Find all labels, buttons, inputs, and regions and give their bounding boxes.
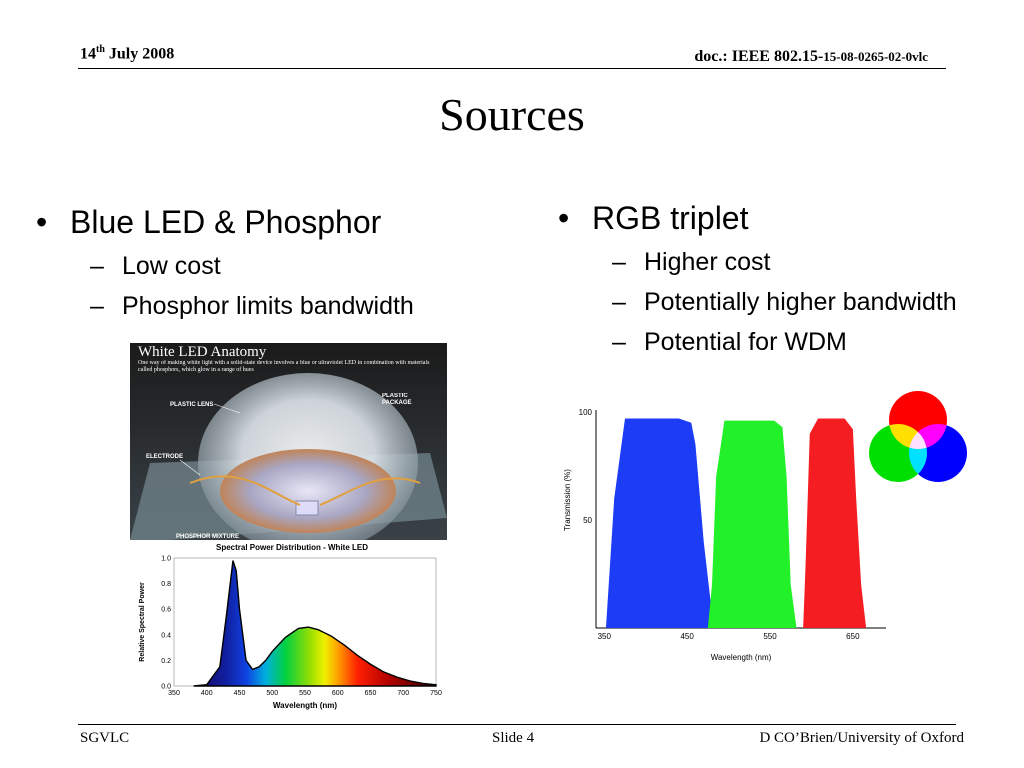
spd-y-tick-label: 0.4 — [161, 632, 171, 639]
left-bullet-text: Blue LED & Phosphor — [70, 204, 382, 240]
header-doc-id: doc.: IEEE 802.15-15-08-0265-02-0vlc — [694, 48, 928, 66]
rgb-x-tick-label: 650 — [846, 632, 860, 641]
label-leader — [179, 459, 201, 476]
rgb-x-tick-label: 450 — [680, 632, 694, 641]
left-sub-item-text: Phosphor limits bandwidth — [122, 292, 414, 320]
spd-chart-title: Spectral Power Distribution - White LED — [216, 543, 368, 552]
rgb-color-wheel — [869, 391, 967, 482]
rgb-series-band — [605, 418, 714, 628]
footer-left: SGVLC — [80, 730, 130, 746]
header-date-day: 14 — [80, 45, 96, 63]
header-doc-prefix: doc.: IEEE 802.15- — [694, 48, 824, 65]
spd-x-tick-label: 700 — [397, 690, 409, 697]
slide-title: Sources — [439, 89, 585, 140]
spd-x-tick-label: 650 — [365, 690, 377, 697]
spd-x-tick-label: 600 — [332, 690, 344, 697]
spd-x-tick-label: 550 — [299, 690, 311, 697]
left-sub-item-text: Low cost — [122, 252, 221, 280]
header-date: 14th July 2008 — [80, 44, 174, 63]
spd-series-area — [193, 560, 437, 687]
green-circle — [869, 424, 927, 482]
rgb-series-band — [707, 420, 797, 628]
label-leader — [213, 403, 241, 414]
spd-x-axis-label: Wavelength (nm) — [273, 701, 337, 710]
header-date-suffix: th — [96, 44, 105, 55]
spd-y-tick-label: 1.0 — [161, 556, 171, 563]
footer-divider — [78, 724, 956, 725]
spd-y-tick-label: 0.8 — [161, 581, 171, 588]
white-led-illustration: White LED Anatomy One way of making whit… — [130, 343, 447, 540]
label-electrode: ELECTRODE — [146, 454, 183, 460]
white-led-anatomy-image: White LED Anatomy One way of making whit… — [130, 343, 447, 540]
spd-y-axis-label: Relative Spectral Power — [139, 582, 146, 662]
label-plastic-lens: PLASTIC LENS — [170, 402, 213, 408]
color-wheel-group — [869, 391, 967, 482]
footer-author: D CO’Brien/University of Oxford — [759, 730, 964, 746]
rgb-x-tick-label: 550 — [763, 632, 777, 641]
spd-y-tick-label: 0.6 — [161, 607, 171, 614]
spd-y-tick-label: 0.0 — [161, 684, 171, 691]
electrode-wire — [319, 477, 421, 506]
right-sub-item: – Potential for WDM — [612, 328, 847, 356]
rgb-y-tick-label: 50 — [583, 516, 592, 525]
spd-x-tick-label: 750 — [430, 690, 442, 697]
spd-x-tick-label: 400 — [201, 690, 213, 697]
rgb-series-band — [803, 418, 867, 628]
blue-circle — [909, 424, 967, 482]
spd-y-tick-label: 0.2 — [161, 658, 171, 665]
right-sub-item-text: Higher cost — [644, 248, 771, 276]
spd-x-tick-label: 450 — [234, 690, 246, 697]
rgb-y-tick-label: 100 — [579, 408, 593, 417]
phosphor-cup — [220, 449, 396, 533]
label-package-container: PLASTIC PACKAGE — [382, 393, 412, 406]
left-sub-item: – Phosphor limits bandwidth — [90, 292, 414, 320]
header-date-rest: July 2008 — [104, 45, 175, 63]
rgb-y-axis-label: Transmission (%) — [563, 469, 572, 531]
led-image-caption: One way of making white light with a sol… — [138, 360, 430, 373]
right-bullet: • RGB triplet — [558, 200, 749, 236]
right-sub-item: – Higher cost — [612, 248, 771, 276]
spd-x-tick-label: 500 — [266, 690, 278, 697]
led-image-title: White LED Anatomy — [138, 344, 267, 360]
left-sub-item: – Low cost — [90, 252, 221, 280]
label-plastic-package: PLASTIC PACKAGE — [382, 393, 412, 406]
label-phosphor-mixture: PHOSPHOR MIXTURE — [176, 534, 239, 540]
rgb-transmission-chart: 50 100 350 450 550 650 Wavelength (nm) Transmis… — [563, 408, 886, 662]
rgb-x-axis-label: Wavelength (nm) — [711, 653, 772, 662]
electrode-wire — [189, 475, 301, 506]
right-sub-item-text: Potentially higher bandwidth — [644, 288, 957, 316]
right-sub-item: – Potentially higher bandwidth — [612, 288, 957, 316]
led-chip — [295, 500, 319, 516]
footer-slide-number: Slide 4 — [492, 730, 535, 746]
left-bullet: • Blue LED & Phosphor — [36, 204, 382, 240]
header-divider — [78, 68, 946, 69]
spd-chart: Spectral Power Distribution - White LED 0… — [139, 543, 442, 710]
rgb-x-tick-label: 350 — [598, 632, 612, 641]
led-caption-container: One way of making white light with a sol… — [138, 360, 430, 373]
spd-x-tick-label: 350 — [168, 690, 180, 697]
right-bullet-text: RGB triplet — [592, 200, 749, 236]
header-doc-number: 15-08-0265-02-0vlc — [823, 49, 928, 64]
right-sub-item-text: Potential for WDM — [644, 328, 847, 356]
